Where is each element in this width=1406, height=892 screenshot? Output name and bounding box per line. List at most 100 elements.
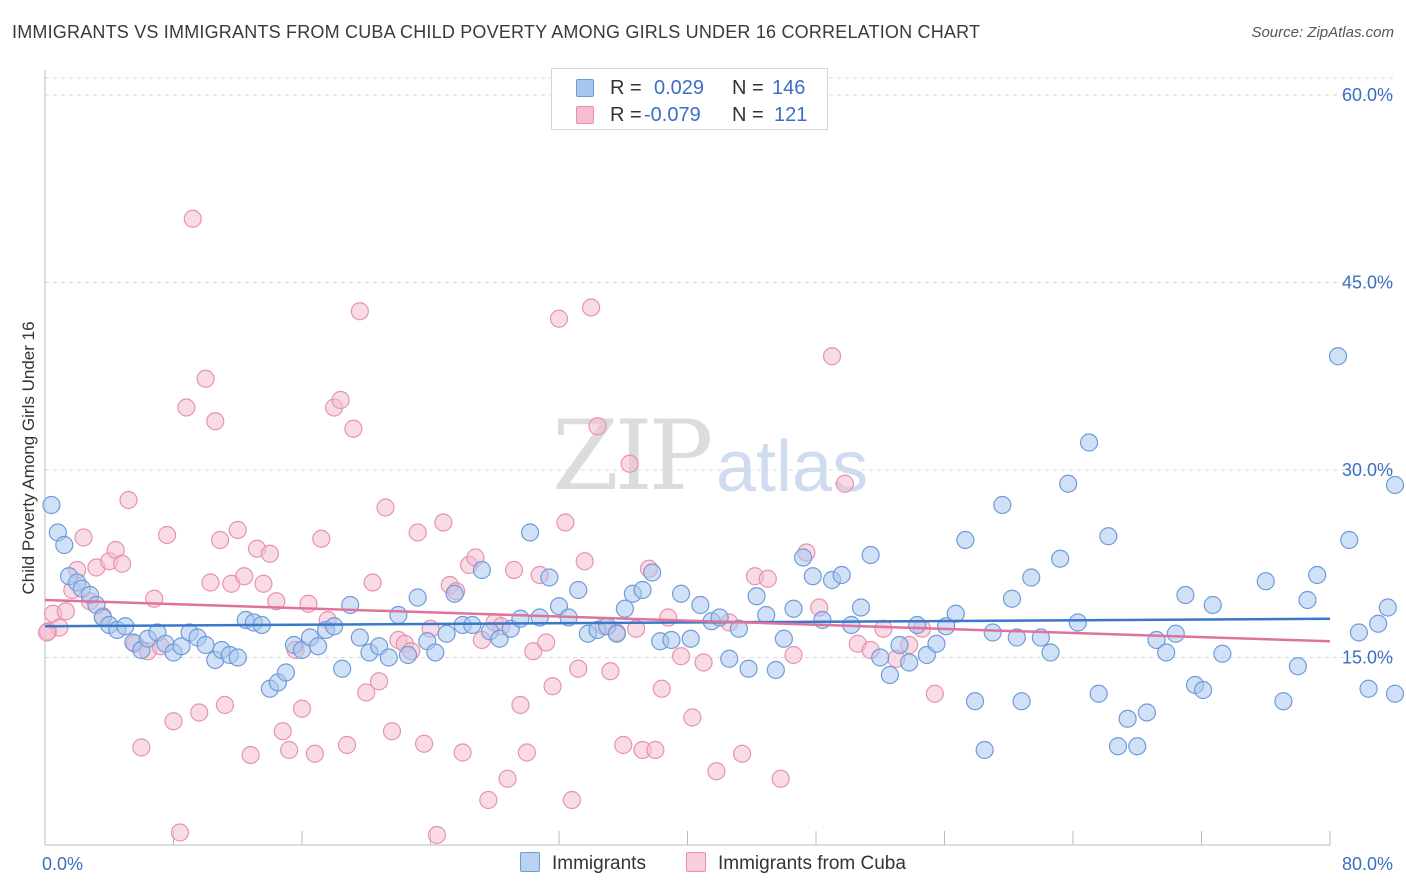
data-point	[112, 554, 132, 573]
data-point	[965, 692, 985, 711]
bottom-legend-swatch-blue	[520, 852, 540, 872]
data-point	[1369, 614, 1388, 633]
data-point	[1385, 684, 1405, 703]
data-point	[1007, 628, 1026, 647]
data-point	[794, 548, 813, 567]
data-point	[691, 595, 710, 615]
data-point	[614, 735, 633, 755]
data-point	[671, 647, 691, 666]
data-point	[601, 662, 620, 681]
data-point	[170, 823, 190, 842]
data-point	[1176, 585, 1195, 605]
data-point	[370, 672, 389, 691]
data-point	[74, 528, 93, 547]
data-point	[382, 722, 402, 741]
data-point	[1298, 590, 1317, 610]
data-point	[1349, 623, 1369, 642]
source-label: Source: ZipAtlas.com	[1251, 24, 1394, 41]
bottom-legend-label: Immigrants from Cuba	[718, 853, 906, 874]
data-point	[445, 584, 464, 603]
legend-r-value: -0.079	[644, 104, 701, 126]
data-point	[1118, 709, 1137, 728]
data-point	[235, 567, 254, 586]
data-point	[588, 417, 607, 436]
data-point	[254, 574, 273, 593]
data-point	[376, 498, 395, 517]
data-point	[1128, 737, 1147, 756]
data-point	[206, 412, 225, 431]
legend-swatch-pink	[576, 106, 594, 124]
data-point	[183, 209, 202, 228]
data-point	[771, 769, 790, 788]
data-point	[511, 695, 530, 715]
data-point	[276, 663, 296, 682]
data-point	[437, 624, 456, 643]
data-point	[498, 769, 517, 788]
y-tick-label: 30.0%	[1342, 460, 1393, 480]
data-point	[42, 495, 61, 515]
data-point	[1012, 692, 1031, 711]
data-point	[172, 637, 191, 656]
x-tick-label: 0.0%	[42, 854, 83, 874]
data-point	[434, 513, 453, 532]
data-point	[1288, 657, 1307, 676]
data-point	[851, 598, 871, 617]
data-point	[241, 745, 260, 765]
data-point	[305, 744, 324, 763]
data-point	[835, 474, 855, 493]
data-point	[1328, 347, 1348, 366]
data-point	[196, 635, 215, 655]
data-point	[803, 567, 822, 586]
data-point	[646, 740, 665, 760]
legend-r-value: 0.029	[654, 77, 705, 99]
data-point	[308, 637, 328, 656]
data-point	[379, 648, 398, 667]
data-point	[671, 584, 691, 603]
data-point	[652, 679, 671, 698]
data-point	[408, 588, 427, 607]
legend-row-cuba: R = -0.079 N = 121	[552, 100, 827, 128]
data-point	[177, 398, 196, 417]
chart-title: IMMIGRANTS VS IMMIGRANTS FROM CUBA CHILD…	[12, 22, 981, 42]
data-point	[683, 708, 702, 727]
trend-lines	[44, 598, 1331, 643]
bottom-legend-swatch-pink	[686, 852, 706, 872]
data-point	[337, 735, 357, 755]
data-point	[643, 563, 662, 582]
data-point	[190, 703, 209, 722]
data-point	[350, 628, 369, 647]
data-point	[784, 645, 803, 665]
data-point	[720, 649, 739, 668]
data-point	[1340, 530, 1359, 550]
data-point	[1108, 737, 1128, 756]
data-point	[626, 619, 646, 638]
bottom-legend-cuba: Immigrants from Cuba	[686, 852, 906, 875]
series-immigrants-from-cuba	[37, 209, 944, 845]
data-point	[292, 699, 312, 718]
legend-n-label: N =	[732, 104, 764, 126]
data-point	[1385, 475, 1405, 495]
data-point	[900, 653, 919, 672]
data-point	[520, 523, 540, 542]
data-point	[1059, 474, 1078, 493]
data-point	[427, 825, 447, 845]
data-point	[55, 535, 74, 555]
data-point	[350, 302, 369, 321]
data-point	[582, 298, 601, 317]
legend-row-immigrants: R = 0.029 N = 146	[552, 73, 827, 101]
data-point	[260, 544, 279, 563]
data-point	[822, 347, 842, 366]
data-point	[164, 712, 183, 731]
data-point	[569, 580, 588, 600]
data-point	[747, 587, 766, 606]
data-point	[472, 560, 491, 580]
data-point	[556, 513, 575, 532]
data-point	[774, 629, 793, 648]
legend-r-label: R =	[610, 77, 642, 99]
data-point	[733, 744, 752, 763]
data-point	[333, 659, 352, 678]
data-point	[1308, 565, 1327, 585]
data-point	[1157, 643, 1176, 662]
watermark-atlas: atlas	[716, 427, 869, 507]
data-point	[925, 684, 944, 703]
